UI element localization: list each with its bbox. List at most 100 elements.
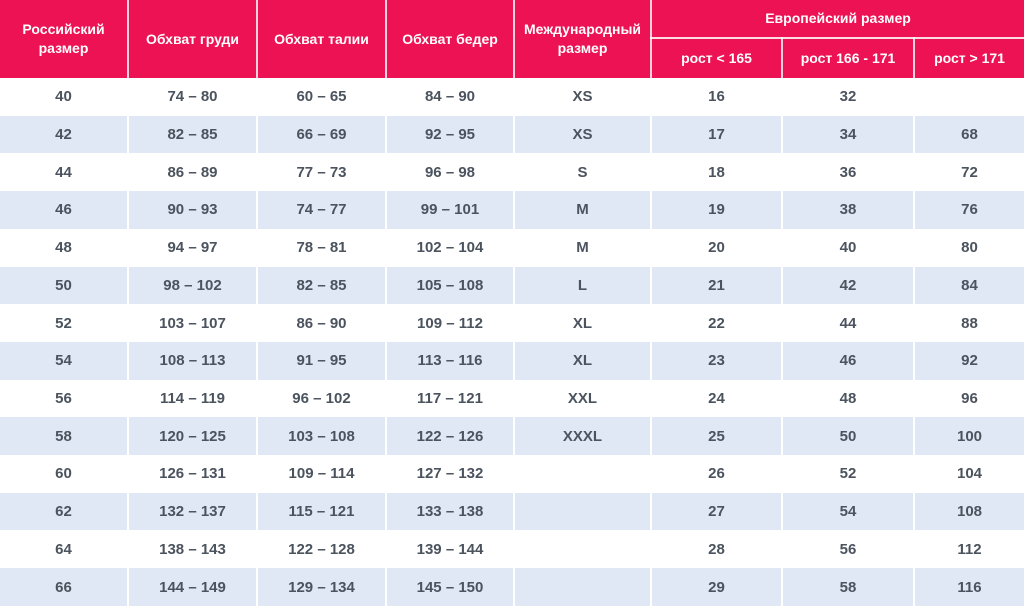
table-cell: 50 [0, 266, 129, 305]
table-cell: 109 – 112 [386, 304, 515, 342]
table-cell: 133 – 138 [386, 492, 515, 531]
table-cell: 23 [651, 341, 783, 380]
table-cell: 113 – 116 [386, 341, 515, 380]
table-cell: 16 [651, 78, 783, 116]
size-table-body: 40 74 – 80 60 – 65 84 – 90 XS 16 32 42 82 – 85 66… [0, 78, 1024, 606]
table-cell: 58 [782, 568, 915, 606]
table-row: 40 74 – 80 60 – 65 84 – 90 XS 16 32 [0, 78, 1024, 116]
table-cell: 104 [914, 455, 1024, 493]
table-cell: 116 [914, 568, 1024, 606]
table-cell: 98 – 102 [128, 266, 258, 305]
table-cell: 40 [0, 78, 129, 116]
table-cell: 46 [782, 341, 915, 380]
table-cell: 72 [914, 153, 1024, 192]
table-cell: 54 [782, 492, 915, 531]
header-european-size-group: Европейский размер [651, 0, 1024, 39]
table-cell: 84 – 90 [386, 78, 515, 116]
table-cell: 86 – 89 [128, 153, 258, 192]
table-cell: 115 – 121 [257, 492, 387, 531]
table-cell: 60 [0, 455, 129, 493]
table-cell: 96 – 98 [386, 153, 515, 192]
table-cell [514, 530, 652, 569]
table-cell: 40 [782, 228, 915, 267]
table-cell: 27 [651, 492, 783, 531]
table-cell: 66 – 69 [257, 115, 387, 154]
table-cell: 38 [782, 191, 915, 229]
table-cell: 48 [0, 228, 129, 267]
table-cell: 92 – 95 [386, 115, 515, 154]
table-cell: M [514, 191, 652, 229]
table-cell [514, 492, 652, 531]
table-cell: 58 [0, 417, 129, 456]
table-cell: 44 [782, 304, 915, 342]
table-cell: 52 [0, 304, 129, 342]
header-height-lt-165: рост < 165 [651, 38, 783, 78]
table-cell: 126 – 131 [128, 455, 258, 493]
table-cell: 56 [782, 530, 915, 569]
table-row: 54 108 – 113 91 – 95 113 – 116 XL 23 46 92 [0, 341, 1024, 380]
table-cell: 48 [782, 379, 915, 418]
table-cell: 29 [651, 568, 783, 606]
table-header: Российский размер Обхват груди Обхват та… [0, 0, 1024, 78]
table-cell: 117 – 121 [386, 379, 515, 418]
table-cell: 99 – 101 [386, 191, 515, 229]
header-international-size: Международный размер [514, 0, 652, 78]
table-row: 64 138 – 143 122 – 128 139 – 144 28 56 112 [0, 530, 1024, 569]
table-cell: 28 [651, 530, 783, 569]
table-row: 66 144 – 149 129 – 134 145 – 150 29 58 116 [0, 568, 1024, 606]
table-cell: 46 [0, 191, 129, 229]
table-row: 46 90 – 93 74 – 77 99 – 101 M 19 38 76 [0, 191, 1024, 229]
table-cell: 34 [782, 115, 915, 154]
table-cell: 21 [651, 266, 783, 305]
table-cell: 132 – 137 [128, 492, 258, 531]
table-cell: 68 [914, 115, 1024, 154]
table-cell: L [514, 266, 652, 305]
table-cell: S [514, 153, 652, 192]
table-cell: 88 [914, 304, 1024, 342]
table-cell: 105 – 108 [386, 266, 515, 305]
table-cell: 66 [0, 568, 129, 606]
header-hips: Обхват бедер [386, 0, 515, 78]
table-cell: 120 – 125 [128, 417, 258, 456]
table-cell: 122 – 126 [386, 417, 515, 456]
header-height-166-171: рост 166 - 171 [782, 38, 915, 78]
header-chest: Обхват груди [128, 0, 258, 78]
table-cell: 76 [914, 191, 1024, 229]
table-cell: 26 [651, 455, 783, 493]
table-cell: 64 [0, 530, 129, 569]
table-cell: 80 [914, 228, 1024, 267]
header-waist: Обхват талии [257, 0, 387, 78]
table-cell: XS [514, 115, 652, 154]
table-row: 42 82 – 85 66 – 69 92 – 95 XS 17 34 68 [0, 115, 1024, 154]
table-cell: 103 – 107 [128, 304, 258, 342]
table-cell: 102 – 104 [386, 228, 515, 267]
table-cell: 129 – 134 [257, 568, 387, 606]
table-cell: 145 – 150 [386, 568, 515, 606]
table-cell: 144 – 149 [128, 568, 258, 606]
table-cell: 60 – 65 [257, 78, 387, 116]
table-cell: 52 [782, 455, 915, 493]
table-cell: 44 [0, 153, 129, 192]
table-cell: 42 [782, 266, 915, 305]
table-cell: 103 – 108 [257, 417, 387, 456]
table-cell: 62 [0, 492, 129, 531]
table-row: 56 114 – 119 96 – 102 117 – 121 XXL 24 48 96 [0, 379, 1024, 418]
table-cell: 108 – 113 [128, 341, 258, 380]
table-cell: 96 [914, 379, 1024, 418]
header-russian-size: Российский размер [0, 0, 129, 78]
table-cell: 77 – 73 [257, 153, 387, 192]
table-cell: 74 – 77 [257, 191, 387, 229]
table-cell: 112 [914, 530, 1024, 569]
table-cell: 92 [914, 341, 1024, 380]
table-cell: XS [514, 78, 652, 116]
table-cell: 96 – 102 [257, 379, 387, 418]
table-cell: 36 [782, 153, 915, 192]
table-cell: 91 – 95 [257, 341, 387, 380]
table-cell: 82 – 85 [128, 115, 258, 154]
table-cell: 108 [914, 492, 1024, 531]
table-cell: 20 [651, 228, 783, 267]
table-row: 60 126 – 131 109 – 114 127 – 132 26 52 104 [0, 455, 1024, 493]
table-cell: 127 – 132 [386, 455, 515, 493]
table-cell: 82 – 85 [257, 266, 387, 305]
